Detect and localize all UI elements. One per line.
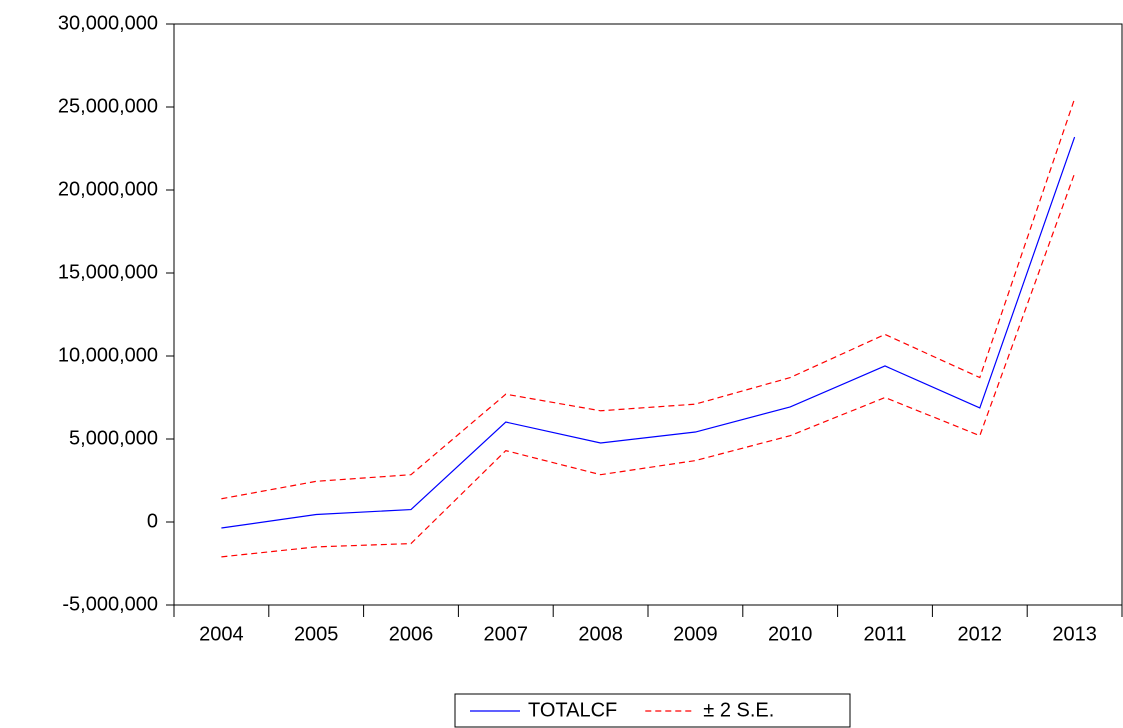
y-tick-label: 30,000,000 — [58, 12, 158, 34]
legend-box — [454, 693, 851, 728]
x-tick-label: 2004 — [199, 623, 244, 645]
y-tick-label: -5,000,000 — [62, 593, 158, 615]
x-tick-label: 2006 — [389, 623, 434, 645]
x-tick-label: 2011 — [863, 623, 906, 645]
y-tick-label: 15,000,000 — [58, 261, 158, 283]
x-tick-label: 2012 — [958, 623, 1003, 645]
legend-label: TOTALCF — [528, 699, 617, 721]
x-tick-label: 2008 — [578, 623, 623, 645]
y-tick-label: 20,000,000 — [58, 178, 158, 200]
x-tick-label: 2009 — [673, 623, 718, 645]
x-tick-label: 2010 — [768, 623, 813, 645]
legend-label: ± 2 S.E. — [703, 699, 774, 721]
x-tick-label: 2007 — [484, 623, 529, 645]
y-tick-label: 0 — [147, 510, 158, 532]
plot-frame — [173, 23, 1123, 606]
y-tick-label: 5,000,000 — [69, 427, 158, 449]
y-tick-label: 10,000,000 — [58, 344, 158, 366]
series-line — [221, 98, 1076, 500]
series-line — [221, 136, 1076, 529]
x-tick-label: 2013 — [1052, 623, 1097, 645]
x-tick-label: 2005 — [294, 623, 339, 645]
legend: TOTALCF ± 2 S.E. — [454, 693, 851, 728]
y-tick-label: 25,000,000 — [58, 95, 158, 117]
series-line — [221, 173, 1076, 558]
